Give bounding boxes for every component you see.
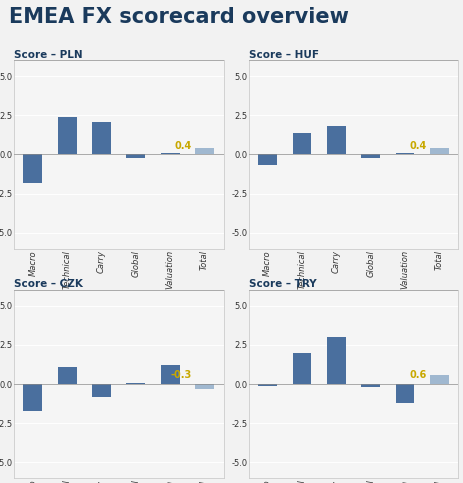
Text: Score – HUF: Score – HUF (249, 50, 319, 59)
Bar (395, 153, 414, 155)
Text: 0.6: 0.6 (409, 370, 426, 380)
Bar (92, 122, 111, 155)
Bar (24, 384, 42, 411)
Bar (24, 155, 42, 183)
Bar (92, 384, 111, 397)
Text: Source: Danske Markets calculations: Source: Danske Markets calculations (14, 320, 168, 329)
Bar (258, 384, 277, 385)
Bar (430, 375, 449, 384)
Bar (161, 153, 180, 155)
Text: -0.3: -0.3 (170, 370, 192, 380)
Bar (293, 353, 312, 384)
Bar (58, 117, 77, 155)
Bar (361, 384, 380, 387)
Bar (195, 148, 214, 155)
Bar (195, 384, 214, 389)
Text: 0.4: 0.4 (174, 141, 192, 151)
Text: Score – CZK: Score – CZK (14, 279, 83, 289)
Text: Score – TRY: Score – TRY (249, 279, 316, 289)
Bar (327, 126, 346, 155)
Bar (258, 155, 277, 166)
Bar (430, 148, 449, 155)
Bar (126, 383, 145, 384)
Bar (327, 337, 346, 384)
Bar (293, 132, 312, 155)
Text: 0.4: 0.4 (409, 141, 426, 151)
Bar (361, 155, 380, 157)
Bar (58, 367, 77, 384)
Text: Score – PLN: Score – PLN (14, 50, 82, 59)
Text: Source: Danske Markets calculations: Source: Danske Markets calculations (249, 320, 403, 329)
Bar (126, 155, 145, 157)
Text: EMEA FX scorecard overview: EMEA FX scorecard overview (9, 7, 349, 27)
Bar (161, 365, 180, 384)
Bar (395, 384, 414, 403)
